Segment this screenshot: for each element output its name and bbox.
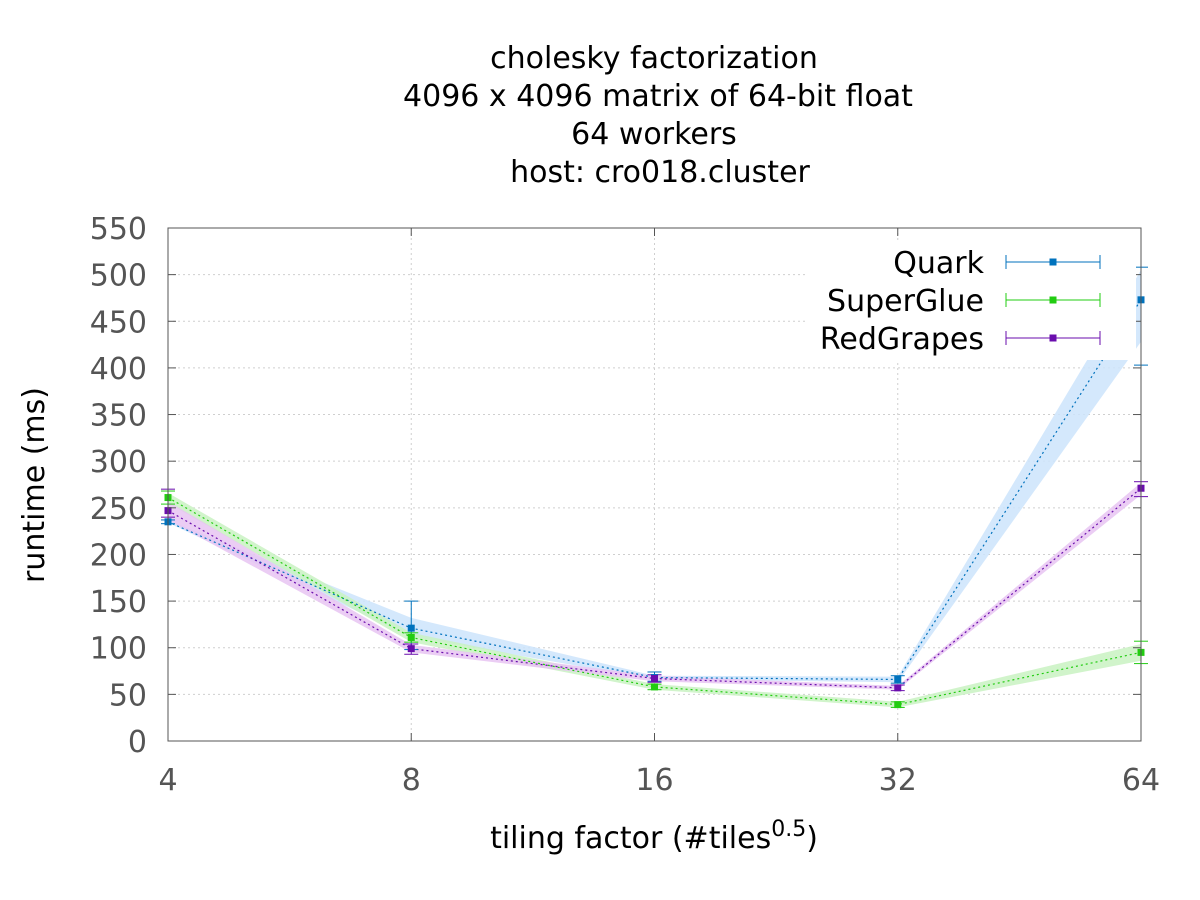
x-tick-label-8: 8 (402, 763, 421, 798)
superglue-point-16 (651, 683, 658, 691)
y-tick-label-350: 350 (90, 399, 147, 434)
redgrapes-point-16 (651, 675, 658, 683)
x-axis-label-close: ) (806, 821, 818, 856)
superglue-point-8 (407, 633, 415, 641)
quark-point-32 (894, 675, 902, 683)
x-axis-ticks: 4 8 16 32 64 (158, 228, 1160, 798)
legend-label-redgrapes: RedGrapes (820, 322, 984, 357)
x-axis-label-main: tiling factor (#tiles (490, 821, 771, 856)
title-line-3: 64 workers (571, 117, 737, 152)
legend-label-quark: Quark (893, 246, 984, 281)
legend-marker-quark (1049, 258, 1057, 266)
legend-marker-superglue (1049, 296, 1057, 304)
title-line-1: cholesky factorization (490, 41, 818, 76)
superglue-point-32 (894, 701, 902, 709)
legend-marker-redgrapes (1049, 334, 1057, 342)
redgrapes-point-32 (894, 684, 902, 692)
x-tick-label-32: 32 (879, 763, 917, 798)
x-axis-label: tiling factor (#tiles0.5) (490, 817, 818, 856)
legend-label-superglue: SuperGlue (827, 284, 984, 319)
y-tick-label-250: 250 (90, 492, 147, 527)
y-tick-label-0: 0 (128, 725, 147, 760)
title-line-4: host: cro018.cluster (510, 155, 810, 190)
y-tick-label-550: 550 (90, 212, 147, 247)
chart-title: cholesky factorization 4096 x 4096 matri… (403, 41, 913, 190)
y-axis-label: runtime (ms) (17, 387, 52, 583)
superglue-line (167, 497, 1142, 706)
redgrapes-point-8 (407, 645, 415, 653)
y-tick-label-50: 50 (109, 678, 147, 713)
quark-point-8 (407, 624, 415, 632)
x-axis-label-sup: 0.5 (771, 817, 806, 842)
x-tick-label-64: 64 (1122, 763, 1160, 798)
y-tick-label-200: 200 (90, 538, 147, 573)
title-line-2: 4096 x 4096 matrix of 64-bit float (403, 79, 913, 114)
y-tick-label-400: 400 (90, 352, 147, 387)
x-tick-label-16: 16 (635, 763, 673, 798)
y-tick-label-150: 150 (90, 585, 147, 620)
series-lines (167, 299, 1142, 706)
y-tick-label-500: 500 (90, 259, 147, 294)
y-tick-label-100: 100 (90, 632, 147, 667)
y-tick-label-300: 300 (90, 445, 147, 480)
redgrapes-line (167, 487, 1142, 689)
quark-line (167, 299, 1142, 681)
y-tick-label-450: 450 (90, 305, 147, 340)
y-axis-ticks: 0 50 100 150 200 250 300 350 400 450 500 550 (90, 212, 1141, 760)
x-tick-label-4: 4 (158, 763, 177, 798)
